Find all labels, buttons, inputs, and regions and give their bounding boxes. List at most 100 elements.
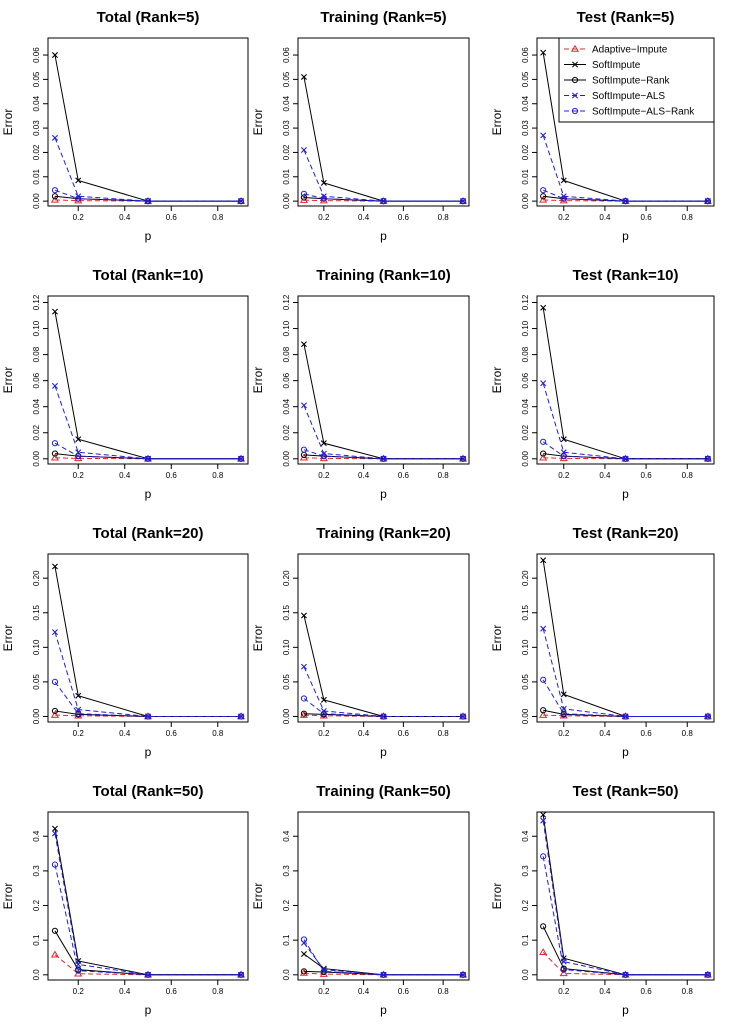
- y-axis-label: Error: [251, 883, 265, 910]
- y-axis-label: Error: [1, 367, 15, 394]
- y-tick-label: 0.00: [282, 450, 291, 466]
- x-tick-label: 0.2: [73, 987, 85, 996]
- data-point: [51, 830, 58, 837]
- x-tick-label: 0.6: [641, 471, 653, 480]
- y-tick-label: 0.00: [521, 708, 530, 724]
- y-tick-label: 0.01: [521, 168, 530, 184]
- x-axis-label: p: [622, 1003, 629, 1017]
- data-point: [559, 969, 568, 977]
- y-tick-label: 0.00: [282, 193, 291, 209]
- data-point: [50, 453, 60, 461]
- panel-title: Total (Rank=5): [97, 9, 200, 26]
- data-point: [237, 971, 245, 978]
- data-point: [300, 341, 307, 348]
- series-line: [54, 864, 242, 976]
- y-tick-label: 0.05: [32, 71, 41, 87]
- data-point: [380, 455, 387, 462]
- data-point: [320, 710, 327, 717]
- series-line: [303, 615, 464, 717]
- data-point: [144, 971, 152, 978]
- y-axis-label: Error: [1, 109, 15, 136]
- y-tick-label: 0.05: [282, 674, 291, 690]
- panel-5: Training (Rank=10) 0.2 0.4 0.6 0.8 0.00 0.02 0.…: [251, 267, 470, 501]
- data-point: [237, 198, 245, 205]
- x-axis-label: p: [622, 229, 629, 243]
- data-point: [51, 187, 59, 194]
- series-line: [54, 137, 242, 202]
- panel-8: Training (Rank=20) 0.2 0.4 0.6 0.8 0.00 0.05 0.…: [251, 525, 470, 759]
- series-line: [303, 942, 464, 976]
- x-tick-label: 0.4: [599, 213, 611, 222]
- data-point: [75, 692, 82, 699]
- panel-title: Training (Rank=20): [316, 525, 451, 542]
- data-point: [540, 923, 547, 930]
- x-axis-label: p: [380, 229, 387, 243]
- data-point: [459, 455, 467, 462]
- data-point: [75, 453, 82, 460]
- y-tick-label: 0.08: [282, 346, 291, 362]
- y-tick-label: 0.08: [32, 346, 41, 362]
- x-tick-label: 0.6: [398, 213, 410, 222]
- x-tick-label: 0.2: [318, 987, 330, 996]
- panel-title: Test (Rank=20): [572, 525, 678, 542]
- series-line: [542, 441, 708, 460]
- legend-label: SoftImpute: [592, 60, 641, 71]
- x-tick-label: 0.6: [398, 471, 410, 480]
- data-point: [300, 951, 307, 958]
- series-line: [542, 814, 708, 976]
- series-line: [303, 199, 464, 202]
- series-line: [542, 189, 708, 202]
- y-tick-label: 0.4: [282, 830, 291, 842]
- data-point: [622, 198, 629, 205]
- y-tick-label: 0.06: [32, 372, 41, 388]
- x-tick-label: 0.4: [358, 987, 370, 996]
- x-tick-label: 0.2: [318, 471, 330, 480]
- plot-frame: [297, 553, 470, 723]
- data-point: [540, 438, 547, 445]
- data-point: [51, 707, 59, 715]
- data-point: [300, 936, 308, 943]
- x-axis-label: p: [145, 487, 152, 501]
- plot-frame: [47, 811, 249, 981]
- x-tick-label: 0.8: [212, 987, 224, 996]
- data-point: [300, 73, 307, 80]
- data-point: [300, 446, 308, 453]
- panel-4: Total (Rank=10) 0.2 0.4 0.6 0.8 0.00 0.02 0.04 0…: [1, 267, 249, 501]
- legend-marker: [572, 61, 578, 68]
- panel-title: Training (Rank=10): [316, 267, 451, 284]
- data-point: [51, 193, 59, 200]
- x-tick-label: 0.2: [73, 471, 85, 480]
- data-point: [540, 853, 547, 860]
- series-line: [54, 828, 242, 976]
- data-point: [320, 440, 327, 447]
- data-point: [559, 196, 568, 204]
- y-tick-label: 0.12: [32, 294, 41, 310]
- y-tick-label: 0.01: [282, 168, 291, 184]
- series-line: [542, 628, 708, 717]
- data-point: [75, 436, 82, 443]
- y-tick-label: 0.2: [521, 899, 530, 911]
- data-point: [540, 304, 547, 311]
- data-point: [51, 629, 58, 636]
- y-tick-label: 0.2: [282, 899, 291, 911]
- legend-label: SoftImpute−Rank: [592, 76, 671, 87]
- x-tick-label: 0.8: [682, 471, 694, 480]
- y-tick-label: 0.20: [282, 570, 291, 586]
- series-line: [303, 193, 464, 202]
- series-line: [542, 383, 708, 460]
- legend-marker: [571, 107, 579, 115]
- x-tick-label: 0.2: [558, 471, 570, 480]
- y-tick-label: 0.1: [282, 934, 291, 946]
- x-tick-label: 0.4: [599, 987, 611, 996]
- y-tick-label: 0.3: [521, 865, 530, 877]
- data-point: [320, 179, 327, 186]
- y-tick-label: 0.10: [32, 639, 41, 655]
- data-point: [540, 676, 547, 683]
- y-axis-label: Error: [251, 625, 265, 652]
- y-tick-label: 0.00: [32, 450, 41, 466]
- x-tick-label: 0.2: [318, 213, 330, 222]
- data-point: [51, 563, 58, 570]
- data-point: [75, 177, 82, 184]
- data-point: [459, 198, 467, 205]
- plot-frame: [297, 295, 470, 465]
